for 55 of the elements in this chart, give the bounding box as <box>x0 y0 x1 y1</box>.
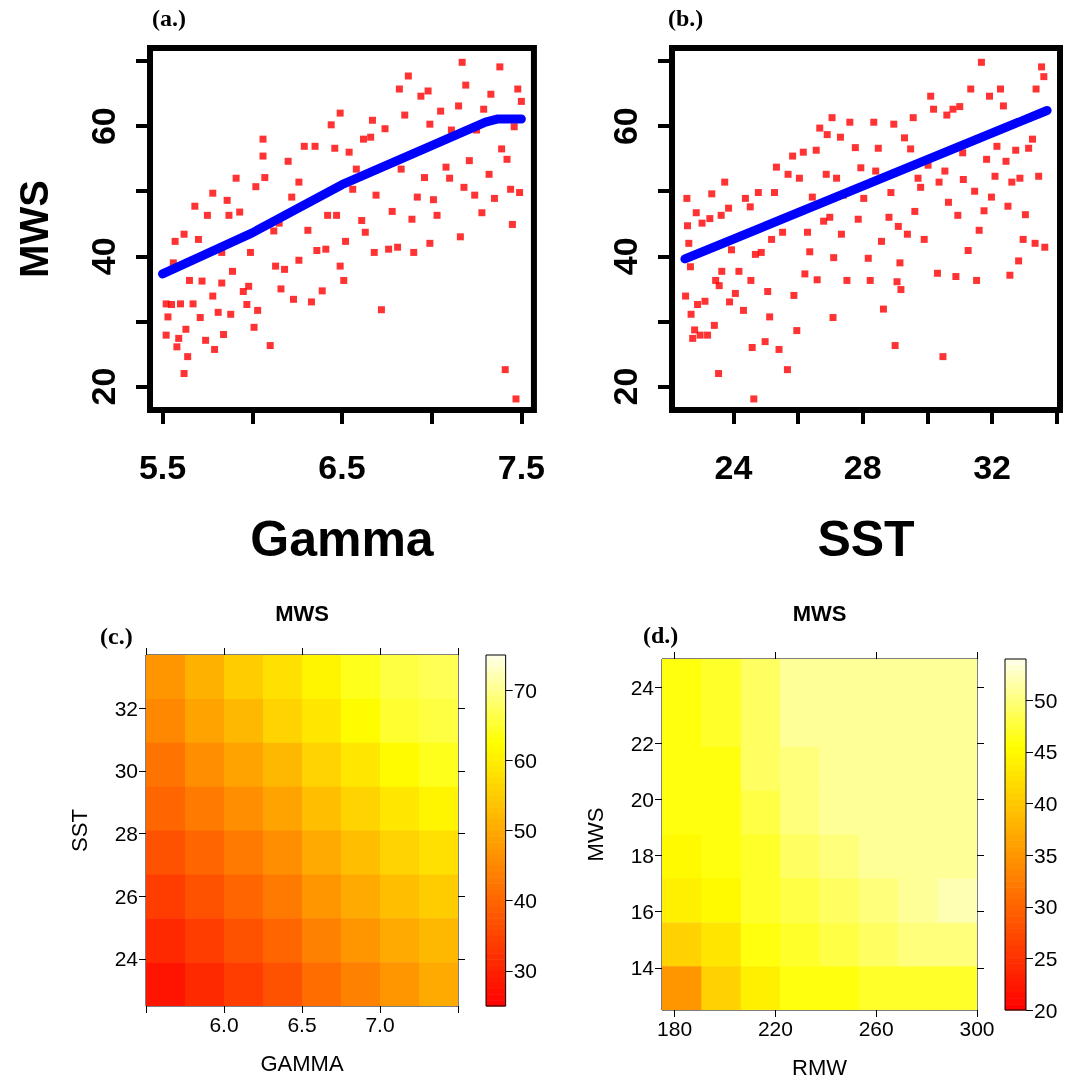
y-tick-label: 22 <box>630 731 654 755</box>
color-bar-label: 30 <box>1034 895 1058 919</box>
x-tick-label: 7.5 <box>497 448 545 486</box>
y-tick-label: 40 <box>84 237 122 276</box>
color-bar-label: 45 <box>1034 740 1058 764</box>
chart-title: MWS <box>275 600 329 626</box>
x-tick-label: 24 <box>714 448 753 486</box>
x-axis-title: SST <box>817 511 915 567</box>
y-tick-label: 24 <box>630 675 655 699</box>
color-bar-label: 40 <box>1034 792 1058 816</box>
x-tick-label: 300 <box>959 1017 995 1040</box>
y-tick-label: 30 <box>114 759 138 783</box>
color-bar-label: 50 <box>513 819 537 842</box>
text: (a.) <box>152 5 186 31</box>
x-axis-title: GAMMA <box>260 1050 344 1076</box>
text: (d.) <box>643 622 679 648</box>
color-bar-label: 30 <box>513 959 537 983</box>
x-tick-label: 6.5 <box>287 1013 317 1036</box>
y-tick-label: 40 <box>606 237 644 276</box>
text: (c.) <box>100 623 133 649</box>
y-tick-label: 28 <box>114 822 138 846</box>
x-tick-label: 7.0 <box>365 1013 395 1036</box>
x-axis-title: RMW <box>792 1054 848 1080</box>
text: (b.) <box>668 5 704 31</box>
color-bar-label: 50 <box>1034 688 1058 712</box>
y-axis-title: MWS <box>582 807 608 862</box>
y-axis-title: MWS <box>12 180 56 278</box>
x-tick-label: 260 <box>858 1017 894 1040</box>
x-tick-label: 32 <box>973 448 1012 486</box>
x-axis-title: Gamma <box>250 511 435 567</box>
y-tick-label: 14 <box>630 956 655 980</box>
y-tick-label: 18 <box>630 844 654 868</box>
y-tick-label: 60 <box>84 107 122 146</box>
x-tick-label: 28 <box>843 448 882 486</box>
y-tick-label: 20 <box>84 367 122 406</box>
color-bar-label: 40 <box>513 889 537 913</box>
color-bar-label: 60 <box>513 748 537 772</box>
x-tick-label: 6.0 <box>209 1013 239 1036</box>
y-tick-label: 20 <box>606 367 644 406</box>
y-tick-label: 60 <box>606 107 644 146</box>
x-tick-label: 180 <box>657 1017 693 1040</box>
x-tick-label: 220 <box>757 1017 793 1040</box>
y-axis-title: SST <box>66 809 92 852</box>
x-tick-label: 6.5 <box>318 448 366 486</box>
chart-title: MWS <box>792 600 847 626</box>
y-tick-label: 26 <box>114 884 138 908</box>
y-tick-label: 24 <box>114 947 139 971</box>
y-tick-label: 32 <box>114 696 138 720</box>
y-tick-label: 16 <box>630 900 654 924</box>
color-bar-label: 35 <box>1034 843 1058 867</box>
x-tick-label: 5.5 <box>138 448 187 486</box>
color-bar-label: 70 <box>513 678 537 702</box>
y-tick-label: 20 <box>630 787 654 811</box>
color-bar-label: 20 <box>1034 998 1058 1022</box>
color-bar-label: 25 <box>1034 946 1058 970</box>
